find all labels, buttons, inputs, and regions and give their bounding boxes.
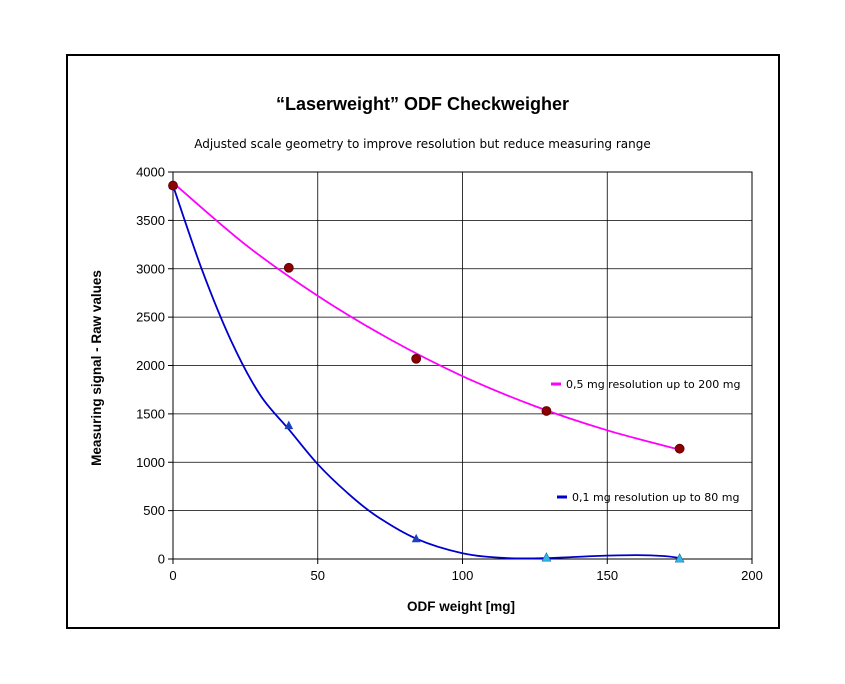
- x-tick-label: 150: [596, 568, 618, 583]
- legend-label-1: 0,1 mg resolution up to 80 mg: [572, 491, 739, 504]
- y-tick-label: 0: [158, 552, 165, 567]
- highlight-point: [541, 552, 552, 562]
- data-markers: [168, 180, 685, 563]
- y-tick-labels: 0 500 1000 1500 2000 2500 3000 3500 4000: [136, 165, 165, 567]
- y-tick-label: 1000: [136, 455, 165, 470]
- y-tick-label: 1500: [136, 406, 165, 421]
- chart-title: “Laserweight” ODF Checkweigher: [275, 94, 570, 114]
- series-0-point: [168, 180, 178, 191]
- series-0-point: [541, 406, 552, 416]
- y-tick-label: 3000: [136, 261, 165, 276]
- y-axis-label: Measuring signal - Raw values: [89, 270, 104, 466]
- x-tick-label: 100: [452, 568, 474, 583]
- series-1-point: [411, 533, 421, 543]
- y-tick-label: 500: [143, 503, 165, 518]
- x-tick-label: 0: [169, 568, 176, 583]
- series-1-trend-line: [172, 185, 680, 560]
- y-tick-label: 3500: [136, 213, 165, 228]
- x-axis-label: ODF weight [mg]: [407, 599, 515, 614]
- y-tick-label: 4000: [136, 165, 165, 180]
- series-0-point: [674, 443, 685, 454]
- series-1-point: [284, 420, 294, 430]
- legend-label-0: 0,5 mg resolution up to 200 mg: [566, 378, 740, 391]
- grid: [168, 171, 753, 564]
- series-0-point: [411, 353, 422, 364]
- chart-subtitle: Adjusted scale geometry to improve resol…: [194, 137, 651, 151]
- y-tick-label: 2000: [136, 358, 165, 373]
- legend: 0,5 mg resolution up to 200 mg 0,1 mg res…: [551, 378, 740, 504]
- y-tick-label: 2500: [136, 310, 165, 325]
- x-tick-label: 50: [311, 568, 325, 583]
- trend-lines: [172, 181, 680, 560]
- x-tick-label: 200: [741, 568, 763, 583]
- highlight-point: [674, 553, 685, 563]
- series-0-trend-line: [172, 181, 680, 451]
- series-0-point: [283, 262, 294, 273]
- x-tick-labels: 0 50 100 150 200: [169, 568, 762, 583]
